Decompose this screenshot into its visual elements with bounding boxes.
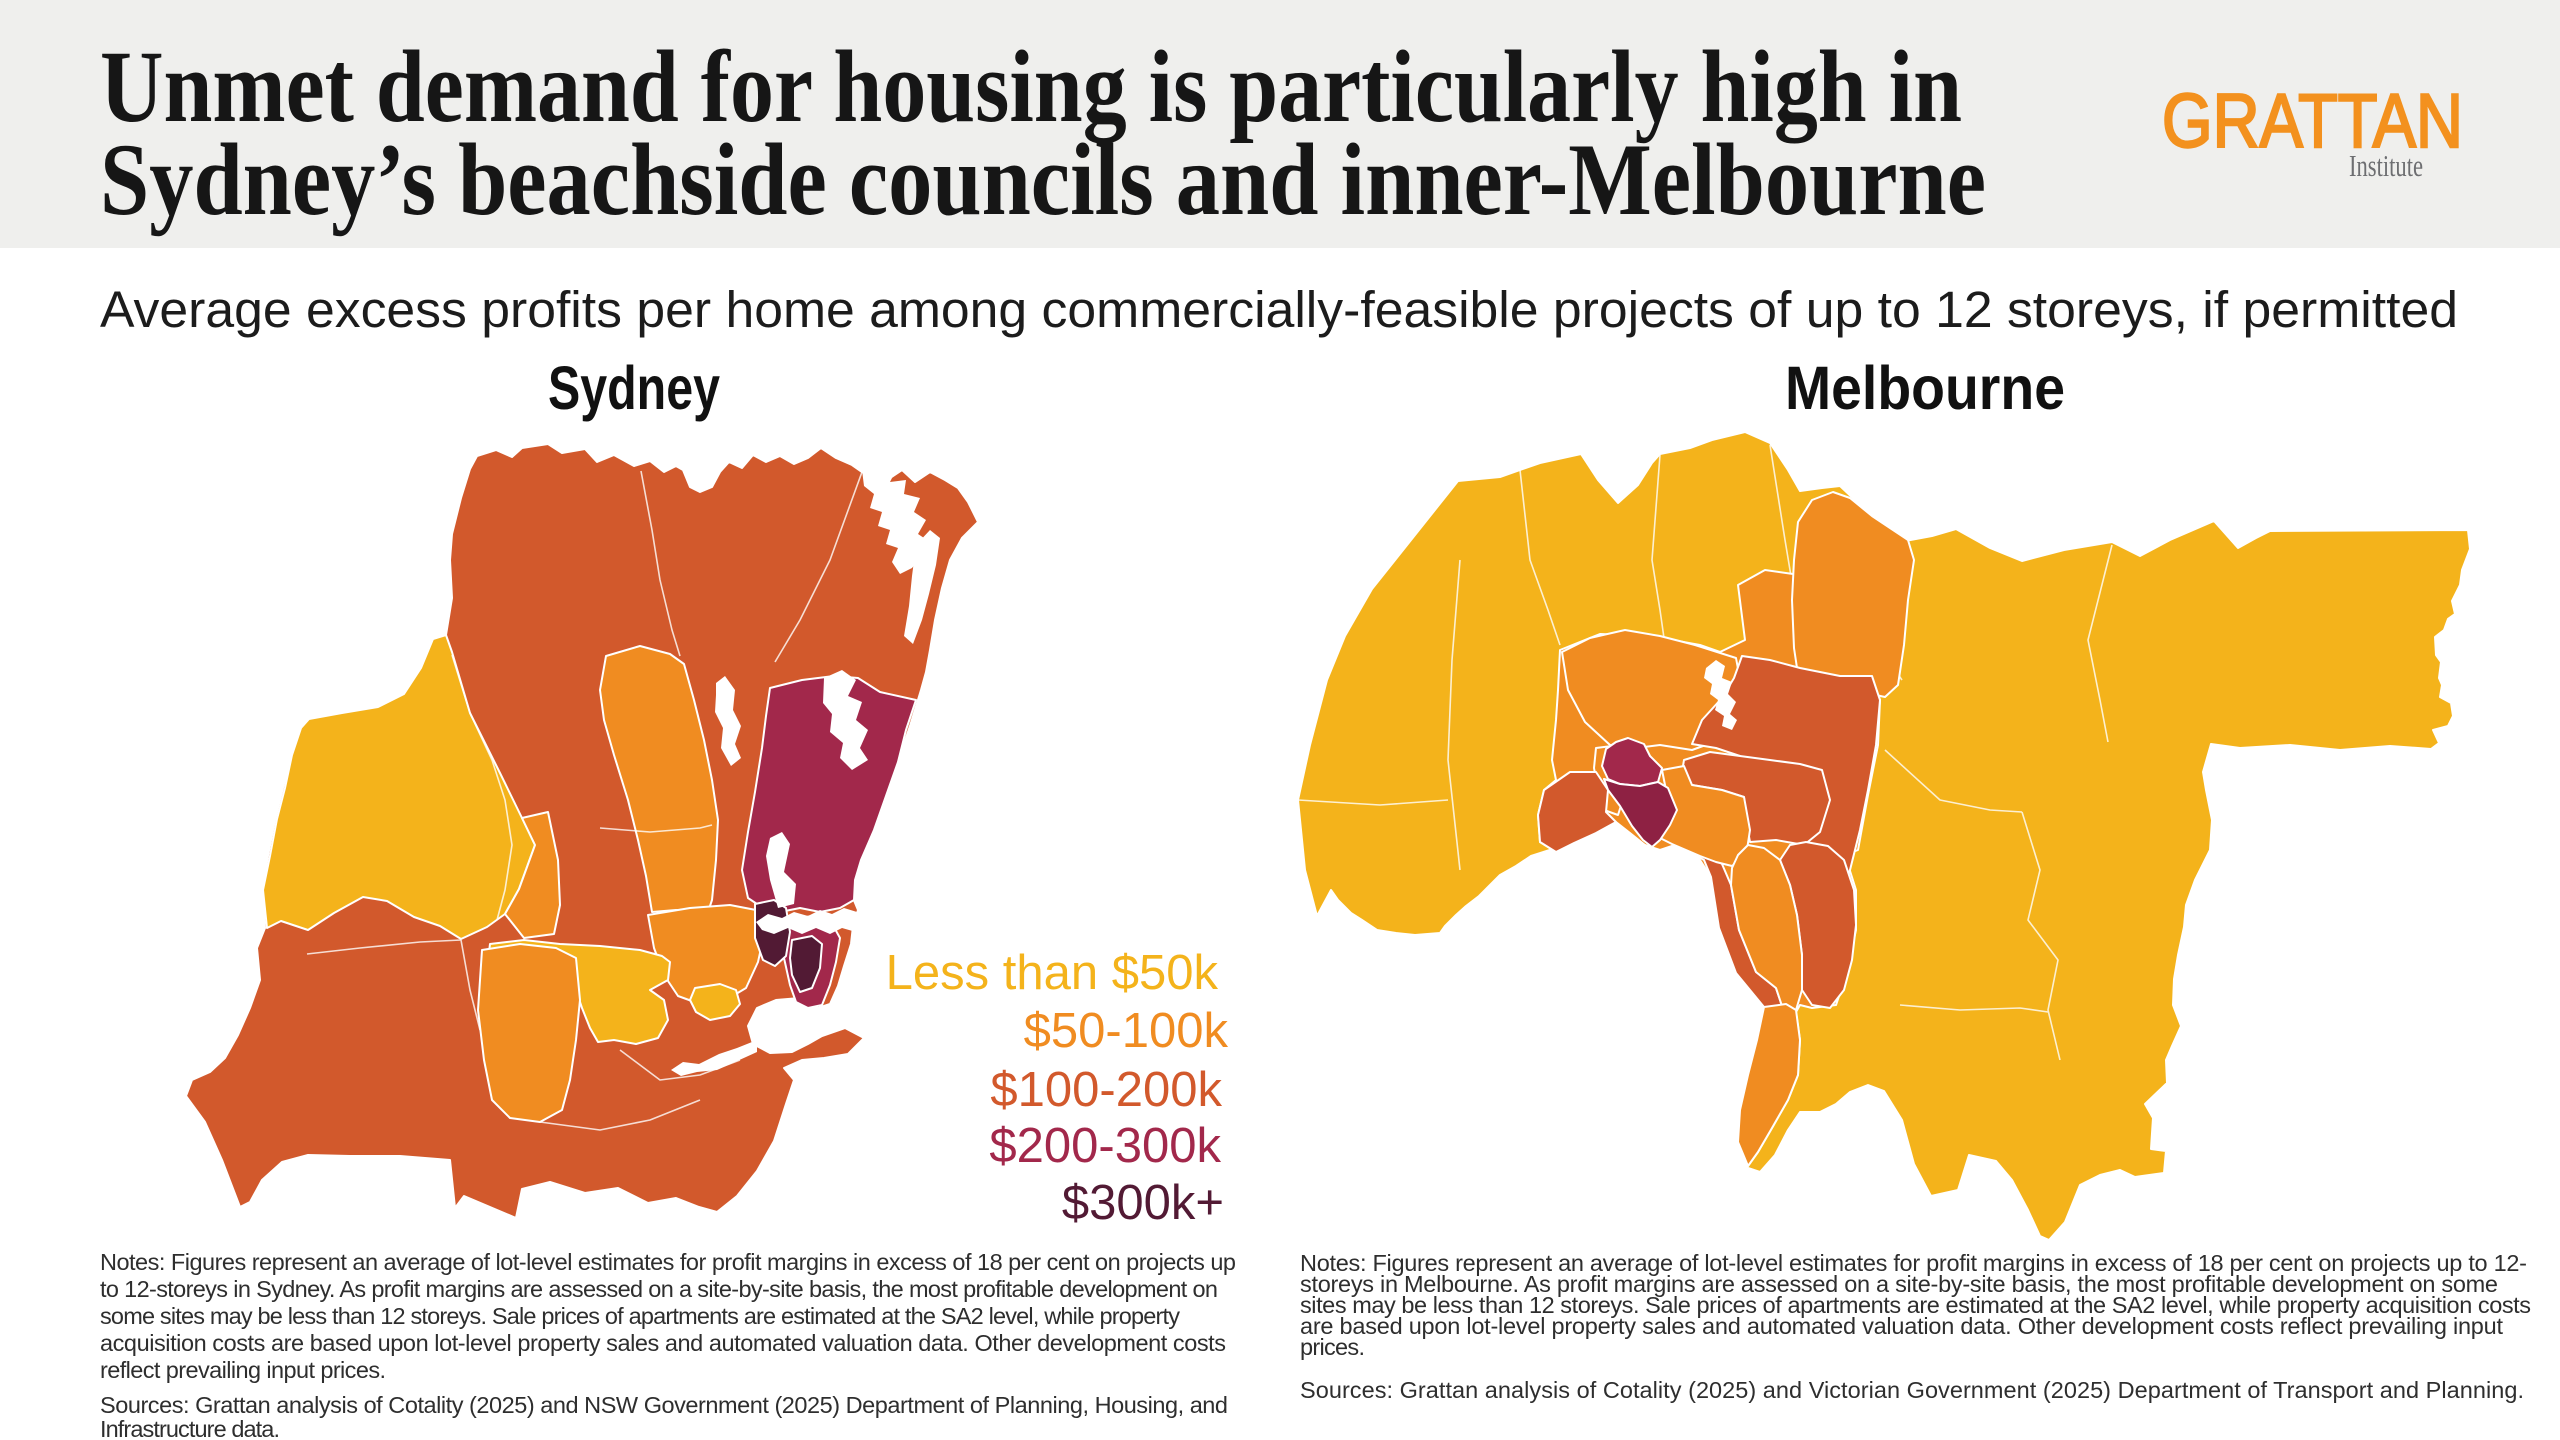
svg-text:storeys in Melbourne. As profi: storeys in Melbourne. As profit margins … (1300, 1271, 2498, 1297)
svg-text:$300k+: $300k+ (1062, 1176, 1224, 1230)
svg-text:Sources: Grattan analysis of C: Sources: Grattan analysis of Cotality (2… (100, 1392, 1228, 1418)
svg-text:$50-100k: $50-100k (1024, 1004, 1229, 1058)
svg-text:Notes: Figures represent an av: Notes: Figures represent an average of l… (1300, 1250, 2527, 1276)
svg-text:$200-300k: $200-300k (989, 1119, 1221, 1173)
svg-text:Infrastructure data.: Infrastructure data. (100, 1416, 280, 1440)
svg-text:acquisition costs are based up: acquisition costs are based upon lot-lev… (100, 1330, 1226, 1356)
svg-text:Average excess profits per hom: Average excess profits per home among co… (100, 281, 2458, 338)
svg-text:Institute: Institute (2349, 148, 2423, 183)
svg-text:Notes: Figures represent an av: Notes: Figures represent an average of l… (100, 1249, 1236, 1275)
svg-text:Sources: Grattan analysis of C: Sources: Grattan analysis of Cotality (2… (1300, 1377, 2524, 1403)
svg-text:GRATTAN: GRATTAN (2162, 79, 2463, 164)
svg-text:prices.: prices. (1300, 1334, 1365, 1360)
svg-text:some sites may be less than 12: some sites may be less than 12 storeys. … (100, 1303, 1180, 1329)
svg-text:sites may be less than 12 stor: sites may be less than 12 storeys. Sale … (1300, 1292, 2531, 1318)
svg-text:Unmet demand for housing is pa: Unmet demand for housing is particularly… (100, 30, 1962, 144)
svg-text:Sydney: Sydney (548, 354, 720, 422)
svg-text:$100-200k: $100-200k (990, 1063, 1222, 1117)
svg-text:reflect prevailing input price: reflect prevailing input prices. (100, 1357, 386, 1383)
svg-text:Melbourne: Melbourne (1785, 354, 2065, 422)
svg-text:are based upon lot-level prope: are based upon lot-level property sales … (1300, 1313, 2503, 1339)
svg-text:Sydney’s beachside councils an: Sydney’s beachside councils and inner-Me… (100, 123, 1986, 237)
svg-text:Less than $50k: Less than $50k (886, 946, 1219, 1000)
svg-text:to 12-storeys in Sydney. As pr: to 12-storeys in Sydney. As profit margi… (100, 1276, 1218, 1302)
